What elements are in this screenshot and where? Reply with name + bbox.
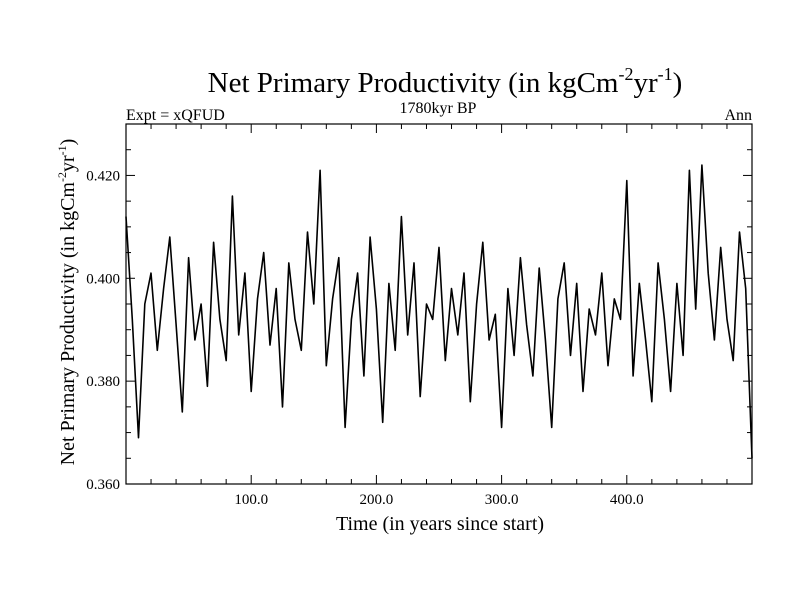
y-tick-label: 0.360	[86, 477, 120, 493]
y-tick-label: 0.380	[86, 374, 120, 390]
x-tick-label: 200.0	[360, 492, 394, 508]
chart-title-end: )	[673, 67, 683, 99]
y-axis-label-mid: yr	[57, 155, 79, 172]
y-axis-label: Net Primary Productivity (in kgCm-2yr-1)	[55, 139, 79, 466]
chart-title: Net Primary Productivity (in kgCm-2yr-1)	[208, 64, 683, 99]
axis-ticks: 100.0 200.0 300.0 400.0 0.360 0.380 0.400 0.420	[86, 124, 752, 508]
y-axis-label-sup1: -2	[55, 172, 69, 182]
chart-title-sup2: -1	[658, 64, 673, 84]
y-axis-label-main: Net Primary Productivity (in kgCm	[57, 182, 79, 466]
x-tick-label: 100.0	[234, 492, 268, 508]
x-tick-label: 400.0	[610, 492, 644, 508]
subtitle-center: 1780kyr BP	[400, 100, 477, 117]
chart-title-sup1: -2	[618, 64, 633, 84]
y-axis-label-sup2: -1	[55, 145, 69, 155]
x-tick-label: 300.0	[485, 492, 519, 508]
chart-title-main: Net Primary Productivity (in kgCm	[208, 67, 619, 99]
subtitle-left: Expt = xQFUD	[126, 107, 225, 124]
y-axis-label-end: )	[57, 139, 79, 146]
subtitle-right: Ann	[724, 107, 752, 124]
plot-frame	[125, 123, 753, 485]
series-line	[125, 164, 753, 459]
y-tick-label: 0.420	[86, 168, 120, 184]
x-axis-label: Time (in years since start)	[336, 513, 544, 535]
chart-title-mid: yr	[633, 67, 658, 99]
y-tick-label: 0.400	[86, 271, 120, 287]
